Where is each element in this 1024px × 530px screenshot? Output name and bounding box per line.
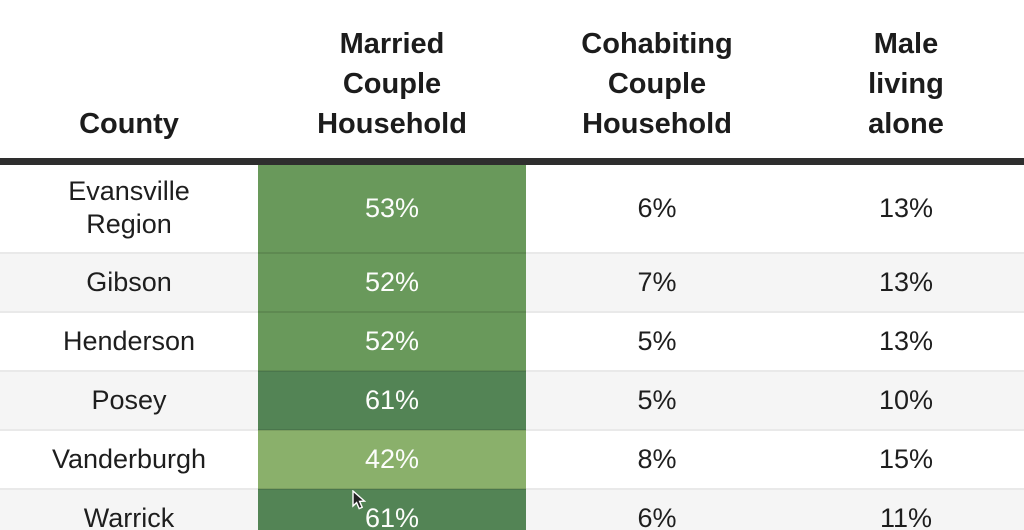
column-header-married: Married Couple Household — [258, 0, 526, 165]
married-cell: 53% — [258, 161, 526, 253]
table-row: Gibson 52% 7% 13% — [0, 251, 1024, 312]
male-alone-cell: 10% — [788, 369, 1024, 430]
table-row: Henderson 52% 5% 13% — [0, 310, 1024, 371]
column-header-male-alone: Male living alone — [788, 0, 1024, 165]
county-cell: Evansville Region — [68, 176, 190, 240]
table-body: Evansville Region 53% 6% 13% Gibson 52% … — [0, 161, 1024, 530]
cohabiting-cell: 6% — [637, 192, 677, 223]
table-header-row: County Married Couple Household Cohabiti… — [0, 0, 1024, 165]
cohabiting-cell: 6% — [526, 487, 788, 530]
male-alone-cell: 11% — [788, 487, 1024, 530]
male-alone-cell: 13% — [788, 251, 1024, 312]
county-cell: Posey — [0, 369, 258, 430]
male-alone-cell: 15% — [788, 428, 1024, 489]
married-cell: 42% — [258, 428, 526, 489]
married-cell: 52% — [258, 310, 526, 371]
male-alone-cell: 13% — [788, 310, 1024, 371]
cohabiting-cell: 8% — [526, 428, 788, 489]
cohabiting-cell: 7% — [526, 251, 788, 312]
married-cell: 61% — [258, 369, 526, 430]
table-row: Vanderburgh 42% 8% 15% — [0, 428, 1024, 489]
county-cell: Warrick — [0, 487, 258, 530]
cohabiting-cell: 5% — [526, 369, 788, 430]
county-cell: Gibson — [0, 251, 258, 312]
table-row: Posey 61% 5% 10% — [0, 369, 1024, 430]
male-alone-cell: 13% — [878, 192, 934, 223]
married-cell: 61% — [258, 487, 526, 530]
column-header-county: County — [0, 0, 258, 165]
county-cell: Henderson — [0, 310, 258, 371]
married-cell: 52% — [258, 251, 526, 312]
county-cell: Vanderburgh — [0, 428, 258, 489]
table-row: Warrick 61% 6% 11% — [0, 487, 1024, 530]
column-header-cohabiting: Cohabiting Couple Household — [526, 0, 788, 165]
table-row: Evansville Region 53% 6% 13% — [0, 161, 1024, 253]
cohabiting-cell: 5% — [526, 310, 788, 371]
